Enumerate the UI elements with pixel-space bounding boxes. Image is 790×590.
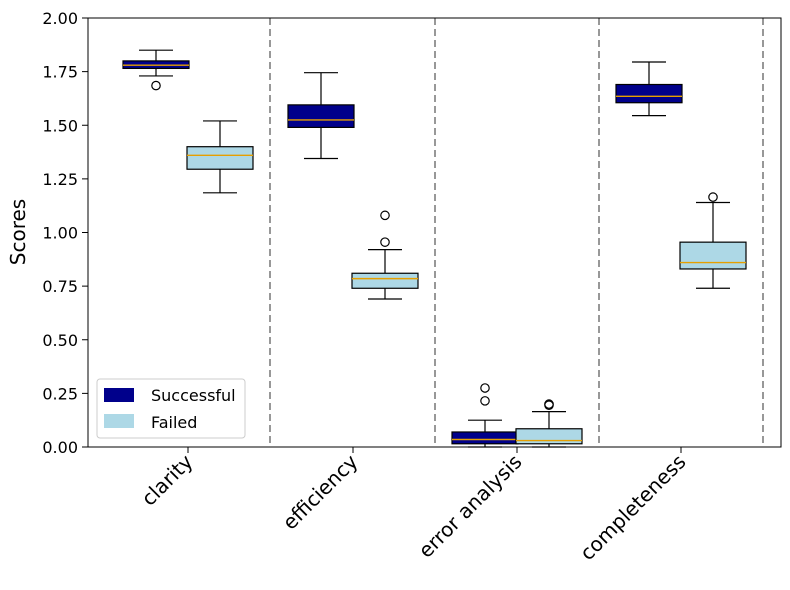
outlier-point (380, 210, 390, 221)
x-tick-label-completeness: completeness (575, 450, 690, 565)
box-plot-series (122, 49, 747, 448)
box-failed-completeness (679, 192, 747, 289)
box-body (615, 83, 683, 104)
legend-swatch-failed (104, 414, 134, 428)
outlier-point (544, 399, 554, 409)
outlier-point (480, 396, 490, 406)
y-tick-label: 2.00 (42, 9, 78, 28)
y-tick-label: 0.75 (42, 277, 78, 296)
legend-label-successful: Successful (151, 386, 236, 405)
box-successful-clarity (122, 49, 190, 91)
box-failed-clarity (186, 120, 254, 194)
box-successful-efficiency (287, 72, 355, 160)
outlier-point (380, 237, 390, 247)
box-failed-error-analysis (515, 399, 583, 448)
y-tick-label: 0.25 (42, 384, 78, 403)
box-successful-completeness (615, 61, 683, 117)
y-tick-label: 0.50 (42, 331, 78, 350)
y-axis: 0.00 0.25 0.50 0.75 1.00 1.25 1.50 1.75 2.00 (42, 9, 88, 457)
x-tick-label-efficiency: efficiency (278, 449, 363, 534)
legend: Successful Failed (96, 378, 246, 439)
outlier-point (480, 383, 490, 393)
outlier-point (708, 192, 718, 202)
box-body (186, 146, 254, 170)
x-tick-label-error-analysis: error analysis (414, 450, 527, 563)
box-body (451, 431, 519, 445)
x-tick-label-clarity: clarity (137, 449, 198, 510)
box-body (287, 104, 355, 128)
y-axis-label: Scores (6, 199, 30, 265)
y-tick-label: 1.50 (42, 116, 78, 135)
box-failed-efficiency (351, 210, 419, 300)
box-body (351, 272, 419, 289)
legend-label-failed: Failed (151, 413, 197, 432)
y-tick-label: 1.25 (42, 170, 78, 189)
y-tick-label: 1.75 (42, 63, 78, 82)
box-body (515, 428, 583, 445)
box-successful-error-analysis (451, 383, 519, 448)
outlier-point (151, 80, 161, 91)
x-axis: clarity efficiency error analysis completen… (137, 447, 691, 565)
legend-swatch-successful (104, 388, 134, 402)
box-body (679, 241, 747, 270)
y-tick-label: 0.00 (42, 438, 78, 457)
y-tick-label: 1.00 (42, 224, 78, 243)
category-separators (269, 18, 764, 447)
